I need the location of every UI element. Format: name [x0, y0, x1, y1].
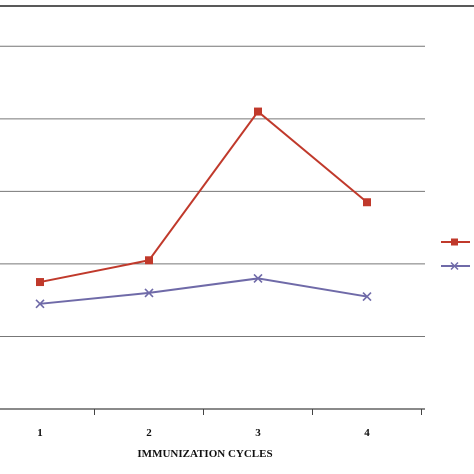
data-point [145, 256, 153, 265]
grid-layer [0, 45, 425, 337]
axis-layer: 1 2 3 4 [0, 408, 425, 439]
data-point [144, 288, 154, 298]
data-point [253, 273, 263, 283]
data-point [254, 107, 262, 116]
data-point [35, 299, 45, 309]
series-layer [35, 107, 372, 309]
data-point [362, 291, 372, 302]
x-tick-label: 4 [364, 427, 370, 439]
x-tick-label: 1 [37, 427, 43, 439]
series-line [39, 277, 368, 305]
data-point [363, 198, 371, 207]
x-tick-label: 3 [255, 427, 261, 439]
legend-layer [441, 238, 470, 271]
legend-marker [450, 261, 459, 271]
legend-marker [451, 238, 458, 246]
x-axis-title: IMMUNIZATION CYCLES [137, 448, 272, 460]
data-point [36, 278, 44, 287]
series-line [39, 110, 368, 284]
x-tick-label: 2 [146, 427, 152, 439]
